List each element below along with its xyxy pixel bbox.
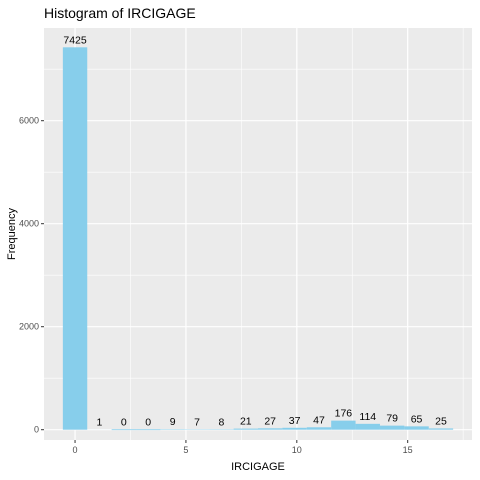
bar-value-label: 65 [411, 413, 423, 425]
bar-value-label: 8 [218, 416, 224, 428]
histogram-bar [331, 421, 355, 430]
histogram-bar [380, 426, 404, 430]
bar-value-label: 176 [335, 408, 353, 420]
histogram-bar [307, 427, 331, 429]
bar-value-label: 47 [313, 414, 325, 426]
histogram-bar [356, 424, 380, 430]
histogram-bar [234, 429, 258, 430]
bar-value-label: 27 [264, 415, 276, 427]
bar-value-label: 21 [240, 416, 252, 428]
x-tick-label: 15 [403, 445, 413, 455]
y-tick-label: 6000 [19, 116, 39, 126]
y-tick-label: 4000 [19, 219, 39, 229]
bar-value-label: 37 [289, 415, 301, 427]
y-axis-ticks: 0 2000 4000 6000 [19, 116, 44, 435]
y-tick-label: 2000 [19, 322, 39, 332]
x-axis-title: IRCIGAGE [231, 461, 285, 473]
histogram-bar [112, 429, 136, 430]
bar-value-label: 9 [170, 416, 176, 428]
y-axis-title: Frequency [6, 208, 18, 260]
chart-title: Histogram of IRCIGAGE [44, 5, 196, 21]
x-tick-label: 5 [183, 445, 188, 455]
bar-value-label: 7 [194, 416, 200, 428]
histogram-bar [404, 426, 428, 429]
bar-value-label: 0 [121, 417, 127, 429]
histogram-bar [429, 428, 453, 429]
bar-value-label: 114 [359, 411, 376, 423]
x-tick-label: 10 [292, 445, 302, 455]
bar-value-label: 25 [435, 415, 447, 427]
x-axis-ticks: 0 5 10 15 [73, 440, 413, 455]
bar-value-label: 79 [386, 413, 398, 425]
histogram-bar [258, 428, 282, 429]
bar-value-label: 7425 [63, 34, 87, 46]
histogram-bar [282, 428, 306, 430]
x-tick-label: 0 [73, 445, 78, 455]
y-tick-label: 0 [34, 425, 39, 435]
bar-value-label: 1 [97, 417, 103, 429]
bar-value-label: 0 [145, 417, 151, 429]
histogram-bar [136, 429, 160, 430]
histogram-bar [63, 47, 87, 429]
